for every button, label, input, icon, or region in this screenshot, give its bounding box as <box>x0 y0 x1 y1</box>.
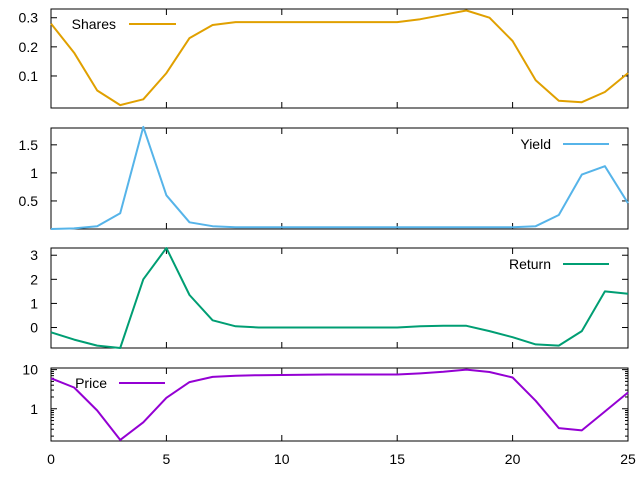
legend-label: Shares <box>72 16 116 32</box>
y-tick-label: 0.5 <box>19 193 39 209</box>
yield-panel: 0.5 1 1.5 Yield <box>19 125 629 230</box>
x-tick-label: 10 <box>274 451 290 467</box>
x-tick-label: 25 <box>620 451 636 467</box>
plot-frame <box>50 367 629 442</box>
y-tick-label: 10 <box>22 362 38 378</box>
y-tick-label: 1 <box>30 165 38 181</box>
plot-frame <box>50 247 629 349</box>
legend-label: Yield <box>520 136 551 152</box>
y-tick-label: 0.3 <box>19 10 39 26</box>
y-tick-label: 2 <box>30 271 38 287</box>
shares-panel: 0.1 0.2 0.3 Shares <box>19 8 629 109</box>
y-tick-label: 1 <box>30 401 38 417</box>
x-axis: 0 5 10 15 20 25 <box>47 451 636 467</box>
y-tick-label: 0.1 <box>19 68 39 84</box>
series-line-price <box>50 368 629 441</box>
plot-frame <box>50 8 629 109</box>
legend-label: Return <box>509 256 551 272</box>
legend-label: Price <box>75 375 107 391</box>
y-tick-label: 1.5 <box>19 137 39 153</box>
x-tick-label: 15 <box>389 451 405 467</box>
plot-frame <box>50 127 629 230</box>
price-panel: 1 10 Price <box>22 362 629 442</box>
y-tick-label: 3 <box>30 247 38 263</box>
x-tick-label: 20 <box>505 451 521 467</box>
y-tick-label: 1 <box>30 295 38 311</box>
y-tick-label: 0.2 <box>19 39 39 55</box>
x-tick-label: 5 <box>163 451 171 467</box>
y-tick-label: 0 <box>30 320 38 336</box>
series-line-shares <box>50 9 629 107</box>
return-panel: 0 1 2 3 Return <box>30 247 629 349</box>
series-line-yield <box>50 125 629 230</box>
x-tick-label: 0 <box>47 451 55 467</box>
series-line-return <box>50 247 629 349</box>
